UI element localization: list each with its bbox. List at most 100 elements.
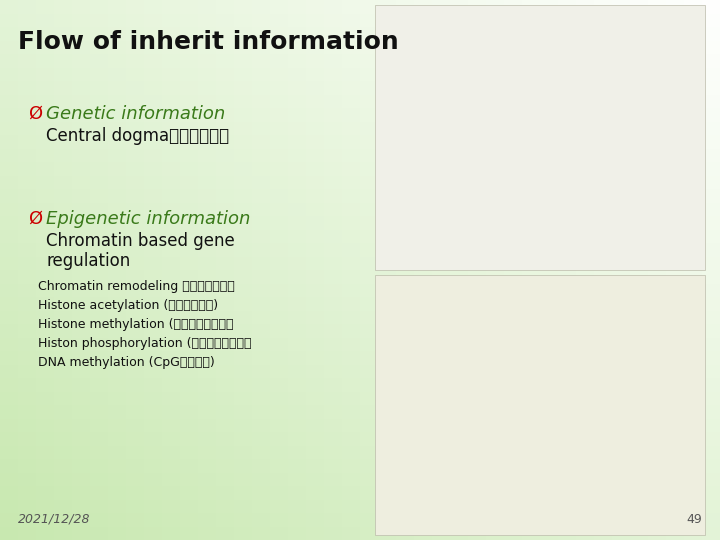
Bar — [108, 108, 126, 122]
Bar — [522, 216, 540, 229]
Bar — [375, 275, 705, 535]
Bar — [540, 378, 558, 392]
Bar — [540, 459, 558, 472]
Bar — [198, 122, 216, 135]
Bar — [36, 122, 54, 135]
Bar — [450, 432, 468, 445]
Bar — [702, 14, 720, 27]
Bar — [360, 432, 378, 445]
Bar — [522, 500, 540, 513]
Bar — [360, 40, 378, 54]
Bar — [540, 270, 558, 284]
Bar — [396, 94, 414, 108]
Bar — [234, 202, 252, 216]
Bar — [306, 418, 324, 432]
Bar — [324, 230, 342, 243]
Bar — [252, 432, 270, 445]
Bar — [666, 472, 684, 486]
Bar — [198, 256, 216, 270]
Bar — [432, 270, 450, 284]
Bar — [504, 526, 522, 540]
Bar — [108, 446, 126, 459]
Bar — [558, 338, 576, 351]
Bar — [324, 324, 342, 338]
Bar — [414, 297, 432, 310]
Bar — [630, 392, 648, 405]
Bar — [558, 189, 576, 202]
Bar — [36, 284, 54, 297]
Bar — [504, 513, 522, 526]
Bar — [360, 68, 378, 81]
Bar — [198, 284, 216, 297]
Bar — [486, 256, 504, 270]
Bar — [414, 432, 432, 445]
Bar — [126, 94, 144, 108]
Bar — [54, 513, 72, 526]
Bar — [162, 162, 180, 176]
Bar — [594, 189, 612, 202]
Bar — [54, 202, 72, 216]
Bar — [648, 230, 666, 243]
Bar — [162, 446, 180, 459]
Bar — [540, 324, 558, 338]
Bar — [198, 40, 216, 54]
Bar — [306, 526, 324, 540]
Bar — [306, 324, 324, 338]
Bar — [234, 284, 252, 297]
Bar — [522, 0, 540, 14]
Bar — [594, 54, 612, 68]
Bar — [540, 108, 558, 122]
Bar — [432, 472, 450, 486]
Bar — [540, 135, 558, 148]
Bar — [216, 364, 234, 378]
Bar — [216, 216, 234, 229]
Bar — [126, 270, 144, 284]
Bar — [216, 513, 234, 526]
Bar — [666, 68, 684, 81]
Bar — [324, 310, 342, 324]
Bar — [432, 351, 450, 364]
Bar — [108, 81, 126, 94]
Bar — [450, 310, 468, 324]
Bar — [414, 486, 432, 500]
Bar — [198, 14, 216, 27]
Bar — [306, 486, 324, 500]
Bar — [144, 27, 162, 40]
Bar — [540, 405, 558, 418]
Bar — [216, 284, 234, 297]
Bar — [0, 472, 18, 486]
Bar — [324, 202, 342, 216]
Bar — [144, 392, 162, 405]
Bar — [612, 189, 630, 202]
Bar — [648, 472, 666, 486]
Bar — [36, 0, 54, 14]
Bar — [684, 364, 702, 378]
Bar — [180, 270, 198, 284]
Bar — [288, 243, 306, 256]
Bar — [216, 81, 234, 94]
Bar — [234, 500, 252, 513]
Bar — [684, 392, 702, 405]
Bar — [306, 243, 324, 256]
Bar — [504, 378, 522, 392]
Bar — [630, 418, 648, 432]
Bar — [360, 14, 378, 27]
Bar — [378, 284, 396, 297]
Bar — [36, 27, 54, 40]
Bar — [360, 392, 378, 405]
Bar — [0, 297, 18, 310]
Bar — [306, 392, 324, 405]
Bar — [450, 243, 468, 256]
Bar — [72, 472, 90, 486]
Bar — [72, 324, 90, 338]
Bar — [558, 0, 576, 14]
Bar — [126, 500, 144, 513]
Bar — [540, 148, 558, 162]
Bar — [576, 189, 594, 202]
Bar — [126, 230, 144, 243]
Bar — [252, 54, 270, 68]
Bar — [162, 270, 180, 284]
Bar — [342, 202, 360, 216]
Bar — [612, 216, 630, 229]
Bar — [324, 176, 342, 189]
